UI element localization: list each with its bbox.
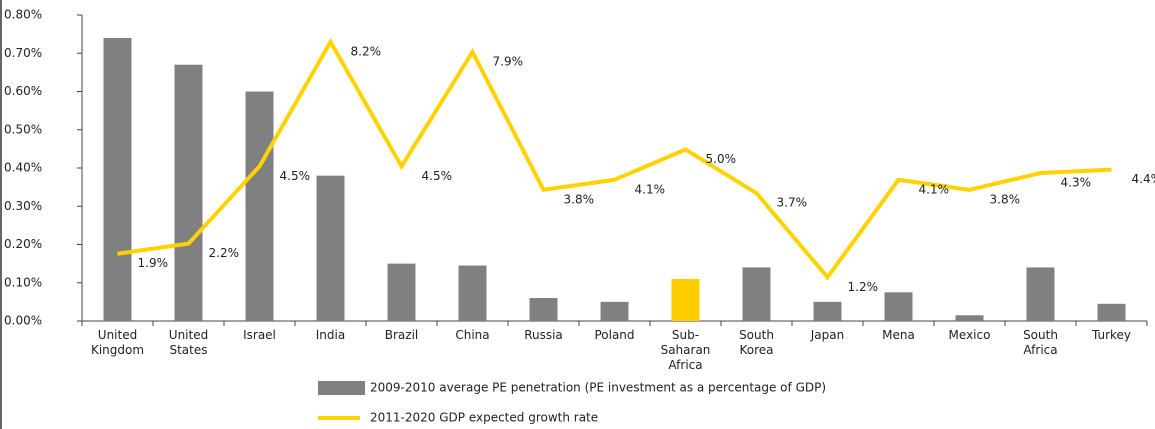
y-tick-label: 0.30% bbox=[4, 199, 42, 213]
x-tick-label: Sub-Saharan Africa bbox=[660, 328, 711, 372]
x-tick-label: Mexico bbox=[948, 328, 991, 342]
x-tick-label: China bbox=[455, 328, 490, 342]
bar bbox=[1026, 267, 1055, 321]
bar bbox=[671, 278, 700, 321]
data-label: 4.1% bbox=[635, 182, 666, 196]
x-tick-label: South Africa bbox=[1023, 328, 1058, 357]
x-tick-label: Japan bbox=[810, 328, 845, 342]
data-label: 4.4% bbox=[1132, 172, 1155, 186]
data-label: 8.2% bbox=[351, 44, 382, 58]
x-tick-label: Mena bbox=[882, 328, 915, 342]
bar bbox=[529, 298, 558, 321]
y-tick-label: 0.70% bbox=[4, 46, 42, 60]
bar bbox=[884, 292, 913, 321]
data-label: 3.8% bbox=[564, 192, 595, 206]
bar bbox=[458, 265, 487, 321]
data-label: 4.1% bbox=[919, 182, 950, 196]
data-label: 3.8% bbox=[990, 192, 1021, 206]
data-label: 1.9% bbox=[138, 256, 169, 270]
legend-label: 2011-2020 GDP expected growth rate bbox=[370, 411, 598, 425]
x-tick-label: United States bbox=[168, 328, 209, 357]
data-label: 7.9% bbox=[493, 54, 524, 68]
data-label: 4.5% bbox=[422, 169, 453, 183]
y-tick-label: 0.20% bbox=[4, 237, 42, 251]
x-tick-label: United Kingdom bbox=[90, 328, 145, 357]
x-tick-label: South Korea bbox=[739, 328, 774, 357]
bar bbox=[103, 37, 132, 321]
x-tick-label: Poland bbox=[594, 328, 635, 342]
data-label: 3.7% bbox=[777, 196, 808, 210]
bar bbox=[955, 315, 984, 321]
y-tick-label: 0.40% bbox=[4, 161, 42, 175]
bar bbox=[316, 175, 345, 321]
y-tick-label: 0.00% bbox=[4, 314, 42, 328]
bar bbox=[387, 263, 416, 321]
y-tick-label: 0.10% bbox=[4, 275, 42, 289]
x-tick-label: Turkey bbox=[1091, 328, 1132, 342]
bar bbox=[600, 301, 629, 321]
x-tick-label: Israel bbox=[243, 328, 276, 342]
x-tick-label: Brazil bbox=[384, 328, 419, 342]
data-label: 2.2% bbox=[209, 246, 240, 260]
data-label: 4.3% bbox=[1061, 176, 1092, 190]
bar bbox=[1097, 303, 1126, 321]
line bbox=[117, 37, 1112, 281]
y-tick-label: 0.50% bbox=[4, 122, 42, 136]
legend-label: 2009-2010 average PE penetration (PE inv… bbox=[370, 381, 826, 395]
data-label: 1.2% bbox=[848, 280, 879, 294]
bar bbox=[245, 91, 274, 321]
bar bbox=[813, 301, 842, 321]
bar bbox=[174, 64, 203, 321]
data-label: 5.0% bbox=[706, 152, 737, 166]
data-label: 4.5% bbox=[280, 169, 311, 183]
y-tick-label: 0.80% bbox=[4, 8, 42, 22]
x-tick-label: Russia bbox=[524, 328, 563, 342]
bar bbox=[742, 267, 771, 321]
y-tick-label: 0.60% bbox=[4, 84, 42, 98]
legend-swatch bbox=[318, 381, 365, 395]
x-tick-label: India bbox=[315, 328, 346, 342]
